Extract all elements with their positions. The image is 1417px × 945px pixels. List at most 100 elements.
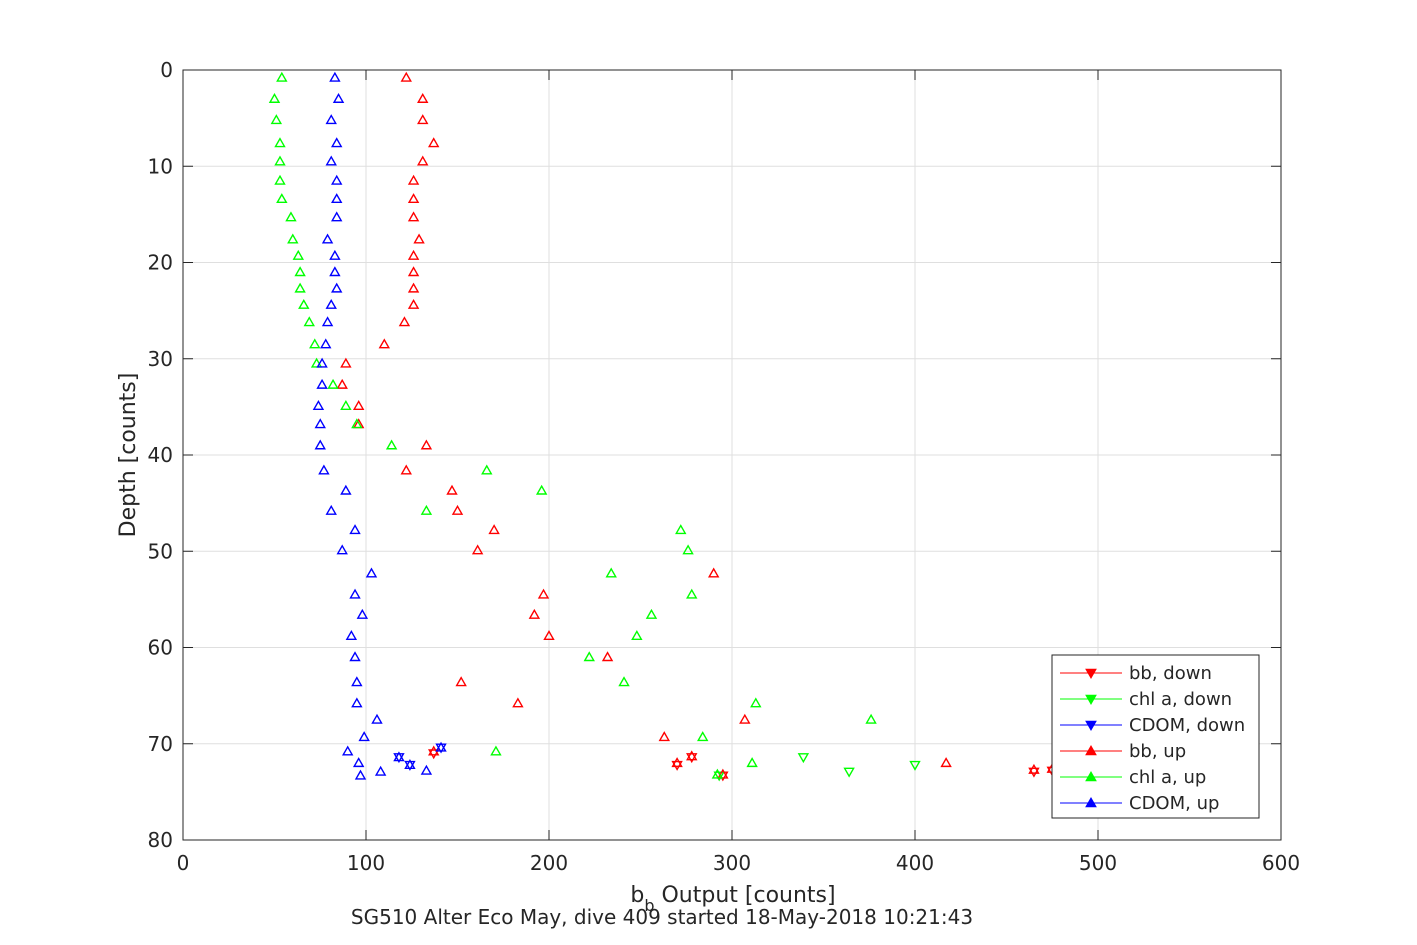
data-point [455,676,467,687]
x-axis-label-main: b [630,883,644,908]
data-point [354,769,367,780]
data-point [797,753,810,764]
series-3 [336,71,1058,779]
data-point [345,630,358,641]
legend-label: CDOM, up [1129,793,1219,814]
data-point [420,764,433,775]
data-point [675,524,687,535]
data-point [707,567,720,578]
data-point [287,233,299,244]
y-tick-label: 20 [148,251,173,275]
data-point [327,378,339,389]
data-point [331,282,343,293]
data-point [312,400,325,410]
data-point [543,630,555,641]
data-point [329,266,341,277]
data-point [583,651,595,662]
data-point [400,464,412,475]
data-point [365,567,378,578]
data-point [294,282,306,293]
data-point [658,731,670,742]
data-point [746,757,758,768]
data-point [618,676,630,687]
data-point [420,439,433,450]
data-point [356,608,369,619]
data-point [310,357,323,368]
legend-marker [1085,694,1097,706]
legend-label: chl a, up [1129,767,1206,788]
data-point [631,630,643,641]
data-point [865,713,877,724]
data-point [325,504,337,515]
data-point [351,418,363,429]
data-point [407,282,420,293]
data-point [318,464,330,475]
data-point [316,357,328,368]
series-4 [268,71,877,779]
data-point [512,697,524,708]
data-point [407,193,420,204]
data-point [331,211,343,222]
data-point [404,759,416,769]
data-point [535,484,548,495]
data-point [407,298,420,309]
y-tick-label: 60 [148,636,173,660]
data-point [309,338,321,349]
data-point [605,567,617,578]
data-point [711,768,724,779]
x-tick-label: 100 [347,851,385,875]
data-marks [268,71,1058,782]
data-point [601,651,614,662]
data-point [351,676,363,687]
legend-marker [1085,770,1097,782]
data-point [321,316,334,327]
data-point [341,745,354,756]
data-point [940,757,952,768]
legend-label: CDOM, down [1129,715,1245,736]
data-point [686,753,698,764]
y-tick-label: 80 [148,828,173,852]
data-point [292,249,304,260]
data-point [686,750,698,761]
data-point [697,731,709,742]
data-point [321,233,334,244]
y-tick-label: 70 [148,732,173,756]
data-point [268,92,281,103]
data-point [303,316,315,327]
data-point [329,71,341,82]
data-point [1028,763,1040,774]
data-point [371,713,383,724]
x-tick-label: 600 [1262,851,1300,875]
data-point [528,608,541,619]
figure-caption: SG510 Alter Eco May, dive 409 started 18… [351,905,973,929]
data-point [314,439,326,450]
legend-label: bb, up [1129,741,1186,762]
data-point [349,524,361,535]
data-point [331,137,343,148]
data-point [407,266,420,277]
data-point [332,92,345,103]
data-point [909,760,921,771]
data-point [325,155,337,166]
data-point [451,504,464,515]
data-point [294,266,306,277]
data-point [739,713,751,724]
data-point [750,697,762,708]
data-point [340,484,352,495]
data-point [490,745,502,756]
legend-label: chl a, down [1129,689,1232,710]
x-axis-label: bb Output [counts] [630,883,835,915]
data-point [471,544,484,555]
legend-marker [1085,668,1097,680]
data-point [298,298,310,309]
data-point [274,174,286,185]
data-point [285,211,297,222]
data-point [352,400,365,410]
data-point [407,211,420,222]
data-point [435,741,447,752]
data-point [417,92,429,103]
legend-entries: bb, down chl a, down CDOM, down bb, up chl a… [1060,663,1245,814]
data-point [351,697,363,708]
x-tick-label: 300 [713,851,751,875]
